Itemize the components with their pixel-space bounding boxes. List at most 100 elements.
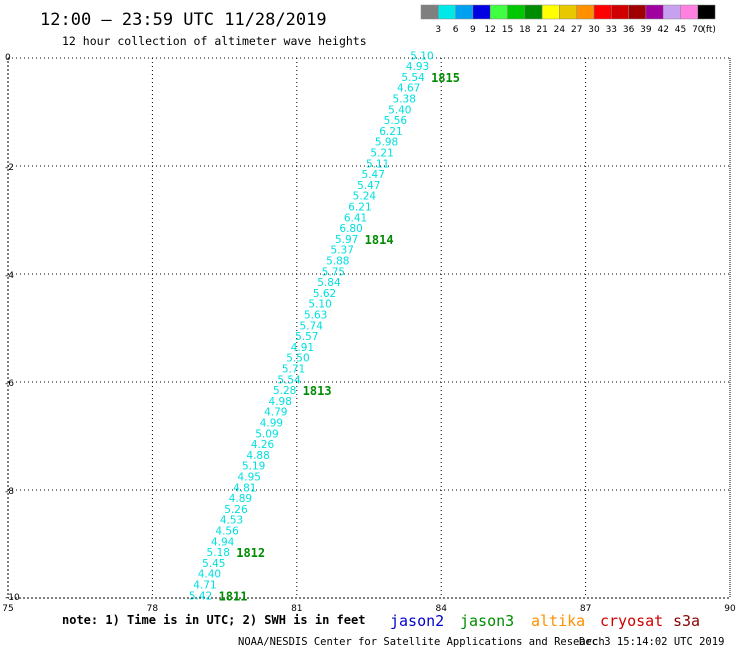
swh-value-label: 5.28 — [273, 385, 296, 397]
swh-value-label: 5.21 — [370, 148, 393, 160]
colorbar-swatch — [438, 4, 456, 20]
swh-value-label: 4.71 — [193, 580, 216, 592]
altimeter-track: 5.104.935.544.675.385.405.566.215.985.21… — [189, 50, 460, 603]
chart-title: 12:00 – 23:59 UTC 11/28/2019 — [40, 10, 327, 30]
colorbar-swatch — [628, 4, 647, 20]
swh-value-label: 5.26 — [224, 504, 248, 516]
swh-value-label: 5.40 — [388, 104, 411, 116]
swh-value-label: 4.40 — [198, 569, 221, 581]
colorbar-swatch — [489, 4, 508, 20]
satellite-cryosat-label: cryosat — [600, 612, 663, 630]
swh-value-label: 4.93 — [406, 61, 429, 73]
swh-value-label: 4.53 — [220, 515, 243, 527]
swh-value-label: 4.79 — [264, 407, 287, 419]
x-tick-label: 87 — [580, 604, 591, 614]
swh-value-label: 4.81 — [233, 482, 256, 494]
y-tick-label: -2 — [5, 163, 14, 173]
time-label: 1812 — [236, 546, 265, 560]
colorbar-label: 30 — [588, 25, 600, 35]
time-label: 1815 — [431, 71, 460, 85]
chart-subtitle: 12 hour collection of altimeter wave hei… — [62, 34, 367, 48]
colorbar-swatch — [559, 4, 577, 20]
colorbar-label: 27 — [571, 25, 582, 35]
colorbar-label: 6 — [453, 25, 459, 35]
swh-value-label: 5.19 — [242, 461, 265, 473]
satellite-altika-label: altika — [531, 612, 585, 630]
swh-value-label: 5.63 — [304, 310, 327, 322]
swh-value-label: 6.21 — [379, 126, 402, 138]
swh-value-label: 5.47 — [362, 169, 385, 181]
colorbar-label: 42 — [657, 25, 668, 35]
y-tick-label: -8 — [5, 487, 14, 497]
colorbar-label: 39 — [640, 25, 652, 35]
colorbar-swatch — [455, 4, 474, 20]
swh-value-label: 5.47 — [357, 180, 380, 192]
colorbar-swatch — [420, 4, 439, 20]
y-tick-label: -6 — [5, 379, 14, 389]
colorbar-label: 15 — [502, 25, 513, 35]
satellite-jason2-label: jason2 — [390, 612, 444, 630]
swh-value-label: 5.37 — [331, 245, 354, 257]
swh-value-label: 5.75 — [322, 266, 345, 278]
swh-value-label: 5.42 — [189, 590, 212, 602]
colorbar-label: 9 — [470, 25, 476, 35]
swh-value-label: 4.26 — [251, 439, 275, 451]
satellite-s3a-label: s3a — [673, 612, 700, 630]
axis-tick-labels: 75 78 81 84 87 90 0 -2 -4 -6 -8 -10 — [2, 53, 736, 614]
swh-value-label: 5.54 — [277, 374, 301, 386]
colorbar-swatch — [662, 4, 681, 20]
colorbar-swatch — [680, 4, 699, 20]
swh-value-label: 4.56 — [215, 526, 239, 538]
colorbar-swatch — [611, 4, 629, 20]
swh-value-label: 5.74 — [300, 320, 324, 332]
swh-value-label: 5.98 — [375, 137, 398, 149]
swh-value-label: 5.62 — [313, 288, 336, 300]
swh-value-label: 5.38 — [393, 94, 416, 106]
swh-value-label: 5.57 — [295, 331, 318, 343]
swh-value-label: 5.09 — [255, 428, 278, 440]
colorbar-swatch — [697, 4, 716, 20]
swh-value-label: 5.54 — [401, 72, 425, 84]
swh-value-label: 4.98 — [269, 396, 292, 408]
x-tick-label: 78 — [147, 604, 159, 614]
swh-value-label: 4.95 — [238, 472, 261, 484]
swh-value-label: 6.80 — [339, 223, 362, 235]
footer-credit: NOAA/NESDIS Center for Satellite Applica… — [238, 636, 605, 648]
colorbar-swatch — [524, 4, 543, 20]
swh-value-label: 5.18 — [207, 547, 230, 559]
colorbar-label: 33 — [606, 25, 617, 35]
swh-value-label: 5.71 — [282, 364, 305, 376]
colorbar-swatch — [472, 4, 491, 20]
swh-value-label: 5.10 — [308, 299, 331, 311]
swh-value-label: 5.11 — [366, 158, 389, 170]
x-tick-label: 90 — [724, 604, 736, 614]
time-label: 1814 — [365, 233, 394, 247]
satellite-legend: jason2 jason3 altika cryosat s3a — [390, 612, 700, 630]
y-tick-label: -10 — [5, 593, 20, 603]
colorbar-unit: (ft) — [702, 25, 716, 35]
x-tick-label: 75 — [2, 604, 13, 614]
swh-value-label: 4.67 — [397, 83, 420, 95]
y-tick-label: -4 — [5, 271, 14, 281]
swh-value-label: 4.99 — [260, 418, 283, 430]
swh-value-label: 5.45 — [202, 558, 225, 570]
swh-value-label: 5.10 — [410, 50, 433, 62]
colorbar-label: 3 — [435, 25, 441, 35]
colorbar-label: 36 — [623, 25, 635, 35]
colorbar-label: 18 — [519, 25, 531, 35]
time-label: 1811 — [219, 589, 248, 603]
colorbar-swatch — [645, 4, 664, 20]
colorbar-swatch — [507, 4, 526, 20]
colorbar-swatch — [576, 4, 595, 20]
swh-value-label: 4.94 — [211, 536, 235, 548]
y-tick-label: 0 — [5, 53, 11, 63]
footer-note: note: 1) Time is in UTC; 2) SWH is in fe… — [62, 613, 365, 627]
swh-value-label: 5.84 — [317, 277, 341, 289]
x-tick-label: 81 — [291, 604, 302, 614]
colorbar-label: 12 — [484, 25, 495, 35]
colorbar-label: 21 — [536, 25, 547, 35]
swh-value-label: 5.50 — [286, 353, 309, 365]
swh-value-label: 5.56 — [384, 115, 408, 127]
colorbar-label: 45 — [675, 25, 686, 35]
plot-frame — [7, 57, 731, 599]
